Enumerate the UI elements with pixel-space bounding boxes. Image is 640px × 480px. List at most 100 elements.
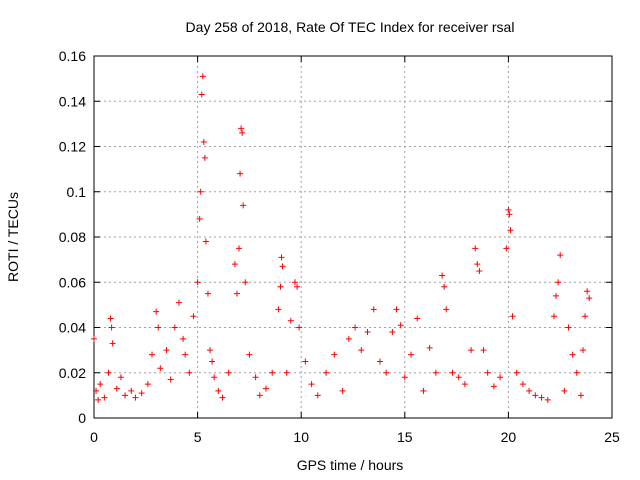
- data-point: [352, 324, 359, 331]
- data-point: [468, 347, 475, 354]
- y-tick-label: 0.1: [67, 184, 87, 200]
- x-tick-label: 10: [293, 429, 309, 445]
- data-point: [296, 324, 303, 331]
- data-point: [461, 381, 468, 388]
- data-point: [233, 290, 240, 297]
- data-point: [279, 263, 286, 270]
- data-point: [108, 324, 115, 331]
- data-point: [105, 369, 112, 376]
- data-point: [513, 369, 520, 376]
- y-axis: 0 0.02 0.04 0.06 0.08 0.1 0.12 0.14 0.16: [59, 48, 612, 426]
- data-point: [122, 392, 129, 399]
- data-point: [582, 313, 589, 320]
- y-axis-label: ROTI / TECUs: [5, 192, 21, 282]
- data-point: [144, 381, 151, 388]
- data-point: [167, 376, 174, 383]
- data-point: [157, 365, 164, 372]
- data-point: [426, 344, 433, 351]
- data-point: [186, 369, 193, 376]
- data-point: [432, 369, 439, 376]
- data-point: [383, 369, 390, 376]
- data-point: [252, 374, 259, 381]
- data-point: [503, 245, 510, 252]
- data-point: [323, 369, 330, 376]
- data-point: [474, 261, 481, 268]
- data-point: [557, 252, 564, 259]
- data-point: [117, 374, 124, 381]
- data-point: [175, 299, 182, 306]
- data-point: [287, 317, 294, 324]
- x-tick-label: 25: [604, 429, 620, 445]
- data-point: [443, 306, 450, 313]
- data-point: [200, 138, 207, 145]
- data-point: [262, 385, 269, 392]
- y-tick-label: 0.14: [59, 93, 86, 109]
- data-point: [472, 245, 479, 252]
- data-point: [397, 322, 404, 329]
- data-point: [364, 329, 371, 336]
- grid: [94, 56, 612, 418]
- data-point: [308, 381, 315, 388]
- data-point: [544, 396, 551, 403]
- data-point: [93, 387, 100, 394]
- data-point: [579, 347, 586, 354]
- data-point: [204, 290, 211, 297]
- data-point: [497, 374, 504, 381]
- data-point: [194, 279, 201, 286]
- x-tick-label: 15: [397, 429, 413, 445]
- data-point: [238, 125, 245, 132]
- data-point: [573, 369, 580, 376]
- data-point: [182, 351, 189, 358]
- chart-title: Day 258 of 2018, Rate Of TEC Index for r…: [186, 19, 515, 35]
- data-point: [420, 387, 427, 394]
- data-point: [584, 288, 591, 295]
- data-point: [505, 206, 512, 213]
- data-point: [163, 347, 170, 354]
- data-point: [207, 347, 214, 354]
- data-point: [302, 358, 309, 365]
- data-point: [414, 315, 421, 322]
- data-point: [569, 351, 576, 358]
- data-point: [236, 245, 243, 252]
- data-point: [269, 369, 276, 376]
- data-point: [225, 369, 232, 376]
- x-axis: 0 5 10 15 20 25: [90, 56, 620, 445]
- y-tick-label: 0.08: [59, 229, 86, 245]
- y-tick-label: 0.04: [59, 320, 86, 336]
- data-point: [389, 329, 396, 336]
- data-point: [180, 335, 187, 342]
- x-axis-label: GPS time / hours: [297, 457, 404, 473]
- data-point: [577, 392, 584, 399]
- data-point: [95, 396, 102, 403]
- x-tick-label: 20: [501, 429, 517, 445]
- data-point: [240, 202, 247, 209]
- data-point: [97, 381, 104, 388]
- data-point: [101, 394, 108, 401]
- x-tick-label: 5: [194, 429, 202, 445]
- data-point: [449, 369, 456, 376]
- data-point: [550, 313, 557, 320]
- data-point: [196, 215, 203, 222]
- data-point: [275, 306, 282, 313]
- data-point: [507, 227, 514, 234]
- data-point: [476, 267, 483, 274]
- data-point: [107, 315, 114, 322]
- data-point: [113, 385, 120, 392]
- data-point: [237, 170, 244, 177]
- data-point: [490, 383, 497, 390]
- data-point: [401, 374, 408, 381]
- data-point: [538, 394, 545, 401]
- y-tick-label: 0.06: [59, 274, 86, 290]
- data-point: [197, 188, 204, 195]
- data-point: [91, 335, 97, 342]
- data-point: [215, 387, 222, 394]
- data-point: [526, 387, 533, 394]
- data-point: [202, 238, 209, 245]
- data-point: [209, 358, 216, 365]
- data-point: [239, 129, 246, 136]
- data-point: [393, 306, 400, 313]
- data-point: [555, 279, 562, 286]
- data-point: [376, 358, 383, 365]
- data-point: [278, 254, 285, 261]
- data-point: [358, 347, 365, 354]
